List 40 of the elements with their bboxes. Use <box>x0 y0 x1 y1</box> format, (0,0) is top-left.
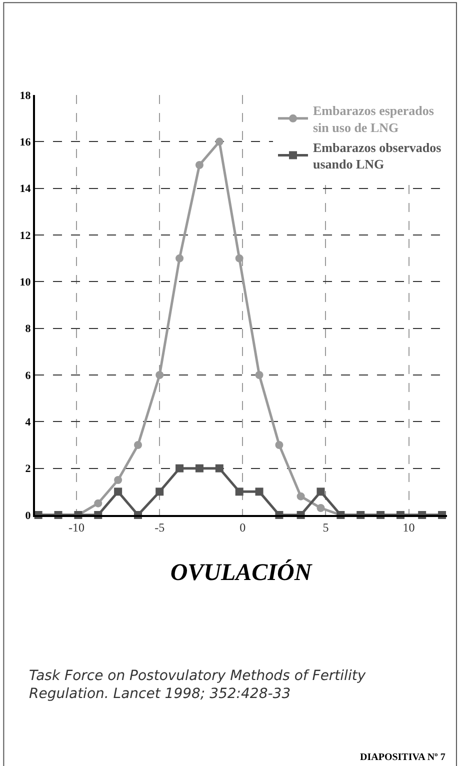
legend-label: Embarazos esperados sin uso de LNG <box>313 103 434 135</box>
point <box>255 371 264 379</box>
point <box>235 488 244 496</box>
legend-label: Embarazos observados usando LNG <box>313 140 442 172</box>
point <box>275 441 284 449</box>
point <box>156 488 164 496</box>
point <box>134 441 142 449</box>
point <box>215 464 224 472</box>
y-tick-label: 18 <box>20 90 32 102</box>
point <box>235 254 244 262</box>
y-tick-label: 14 <box>20 183 32 196</box>
point <box>215 138 224 146</box>
point <box>316 488 325 496</box>
point <box>94 499 102 508</box>
x-tick-label: -5 <box>154 520 165 534</box>
y-tick-label: 16 <box>20 136 32 149</box>
point <box>195 161 204 169</box>
point <box>114 476 122 484</box>
point <box>255 488 264 496</box>
x-tick-label: 10 <box>402 520 415 534</box>
x-tick-label: -10 <box>68 520 85 534</box>
text: DIAPOSITIVA Nº 7 <box>360 752 446 763</box>
point <box>156 371 164 379</box>
point <box>114 488 122 496</box>
y-tick-label: 6 <box>25 370 32 382</box>
y-tick-label: 0 <box>25 510 32 522</box>
text: Task Force on Postovulatory Methods of Fertility Regulation. Lancet 1998; 352:428-33 <box>29 668 366 702</box>
point <box>195 464 204 472</box>
y-tick-label: 2 <box>25 463 32 476</box>
point <box>296 492 305 500</box>
y-tick-label: 4 <box>25 416 32 429</box>
x-axis-title: OVULACIÓN <box>170 559 314 586</box>
x-tick-label: 5 <box>322 520 329 534</box>
point <box>176 464 184 472</box>
y-tick-label: 12 <box>20 230 32 242</box>
point <box>176 254 184 262</box>
y-tick-label: 8 <box>25 323 32 336</box>
x-tick-label: 0 <box>240 520 246 534</box>
y-tick-label: 10 <box>20 276 32 289</box>
point <box>316 504 325 512</box>
